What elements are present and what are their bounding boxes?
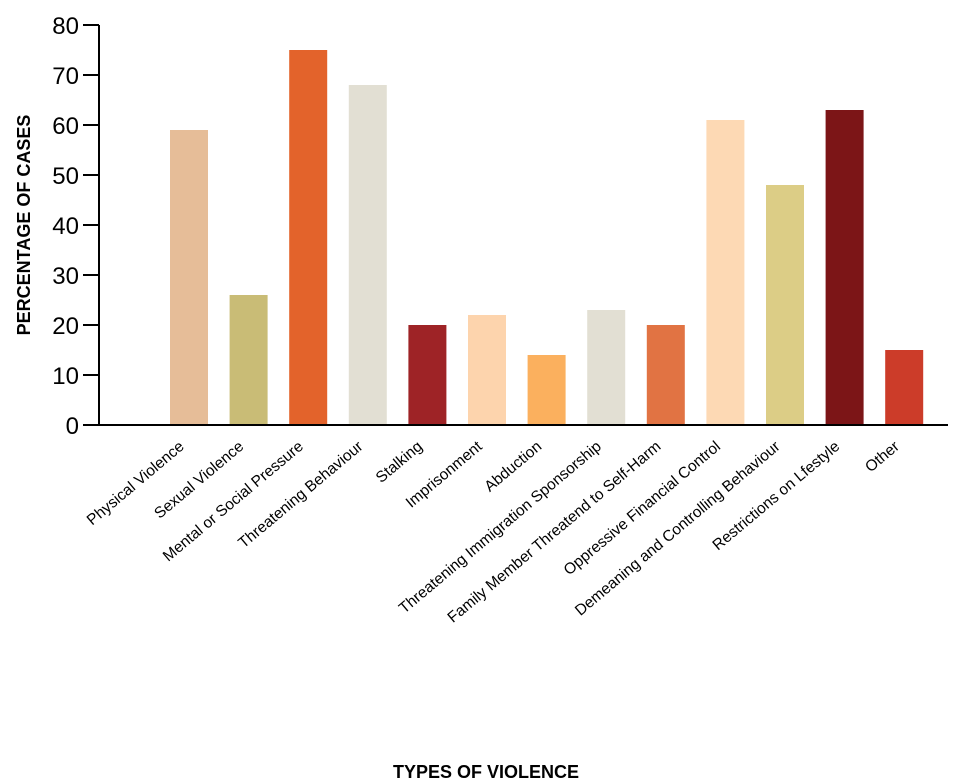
bar-9 — [706, 120, 745, 425]
bar-0 — [170, 130, 208, 425]
bar-8 — [646, 325, 685, 425]
y-tick-label: 50 — [52, 163, 79, 190]
bar-1 — [229, 295, 268, 425]
x-category-label: Stalking — [373, 438, 426, 486]
x-category-label: Other — [862, 438, 903, 476]
bar-7 — [587, 310, 626, 425]
bar-6 — [527, 355, 566, 425]
y-tick-label: 30 — [52, 263, 79, 290]
bar-11 — [825, 110, 864, 425]
y-axis-ticks: 0 10 20 30 40 50 60 70 80 — [52, 13, 99, 440]
x-category-label: Family Member Threatend to Self-Harm — [444, 438, 664, 626]
bar-3 — [348, 85, 387, 425]
bar-4 — [408, 325, 447, 425]
y-axis-title: PERCENTAGE OF CASES — [14, 115, 34, 336]
bar-12 — [885, 350, 924, 425]
y-tick-label: 20 — [52, 313, 79, 340]
bar-2 — [289, 50, 328, 425]
x-axis-title: TYPES OF VIOLENCE — [393, 762, 579, 782]
bar-5 — [468, 315, 506, 425]
y-tick-label: 80 — [52, 13, 79, 40]
x-category-label: Physical Violence — [84, 438, 188, 529]
bars-group — [170, 50, 924, 425]
y-tick-label: 70 — [52, 63, 79, 90]
bar-10 — [766, 185, 804, 425]
y-tick-label: 0 — [66, 413, 79, 440]
y-tick-label: 10 — [52, 363, 79, 390]
x-category-label: Threatening Immigration Sponsorship — [396, 438, 605, 617]
y-tick-label: 40 — [52, 213, 79, 240]
y-tick-label: 60 — [52, 113, 79, 140]
